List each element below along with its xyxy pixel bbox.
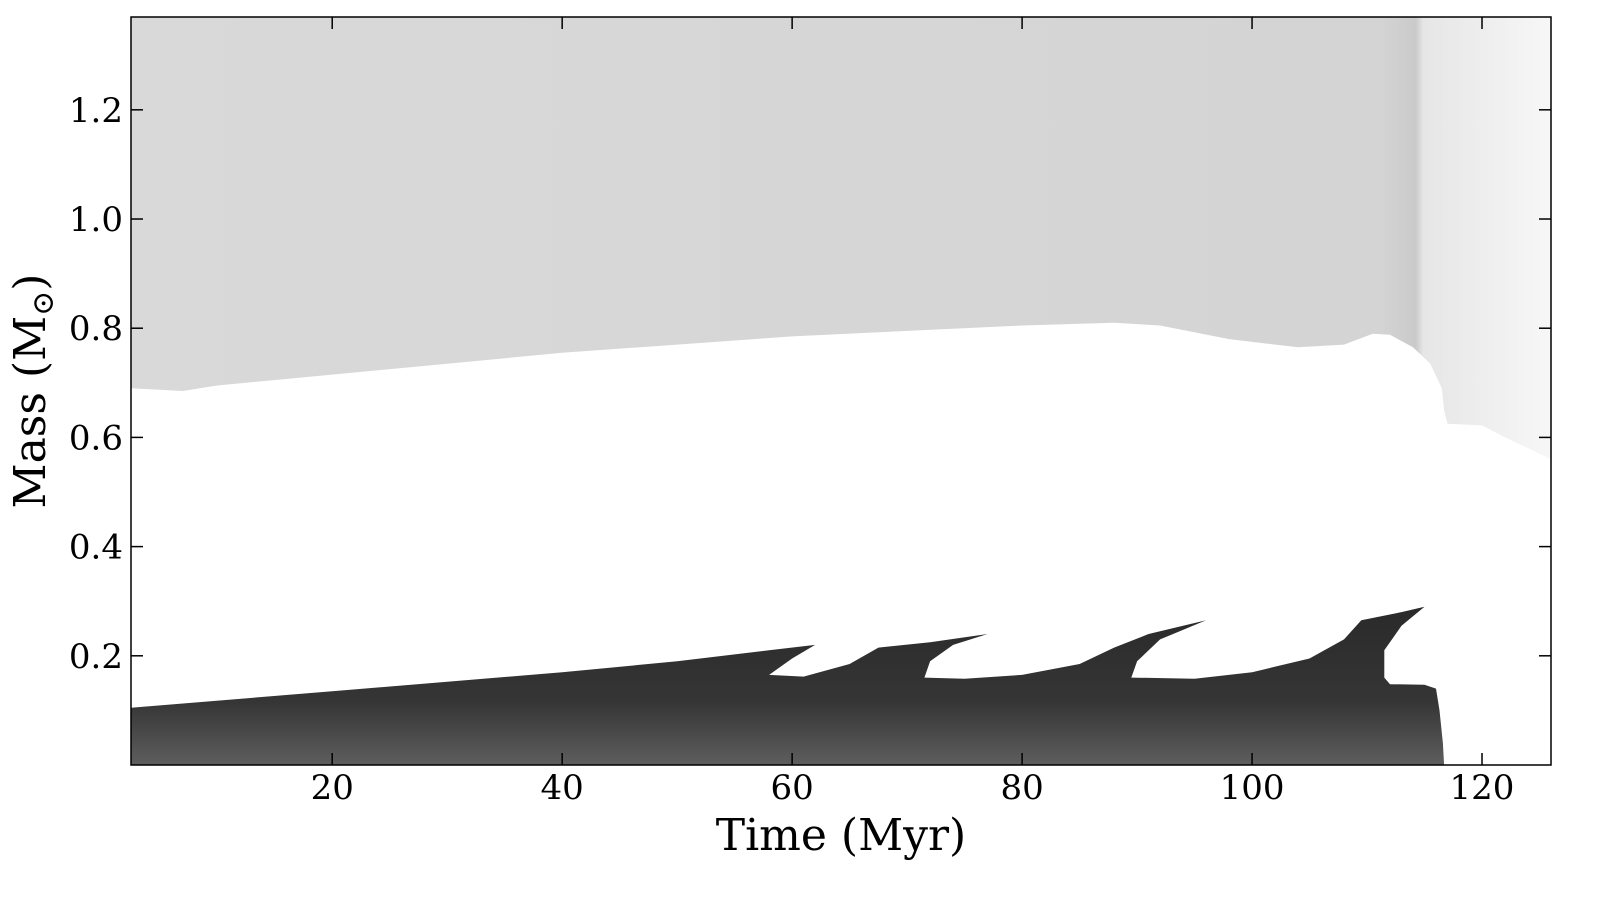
y-tick-label: 1.2 <box>69 91 123 131</box>
region-inner-core <box>131 606 1445 765</box>
x-tick-label: 80 <box>1000 768 1043 808</box>
x-tick-label: 60 <box>771 768 814 808</box>
y-tick-label: 1.0 <box>69 200 123 240</box>
y-tick-label: 0.2 <box>69 637 123 677</box>
y-axis-label-subscript: ⊙ <box>26 291 61 316</box>
y-tick-label: 0.4 <box>69 528 123 568</box>
plot-frame <box>130 16 1552 766</box>
y-tick-label: 0.8 <box>69 309 123 349</box>
regions-layer <box>131 17 1551 765</box>
y-axis-label: Mass (M⊙) <box>5 274 61 509</box>
x-tick-label: 100 <box>1220 768 1285 808</box>
region-outer-envelope <box>131 17 1551 460</box>
x-tick-label: 40 <box>541 768 584 808</box>
x-axis-label: Time (Myr) <box>716 810 966 861</box>
y-tick-label: 0.6 <box>69 418 123 458</box>
x-tick-label: 120 <box>1450 768 1515 808</box>
ticks-layer: 20 40 60 80 100 120 0.2 0.4 0.6 0.8 1.0 1.2 <box>69 17 1551 808</box>
x-tick-label: 20 <box>311 768 354 808</box>
y-axis-label-close: ) <box>5 274 56 291</box>
y-axis-label-main: Mass (M <box>5 316 56 509</box>
